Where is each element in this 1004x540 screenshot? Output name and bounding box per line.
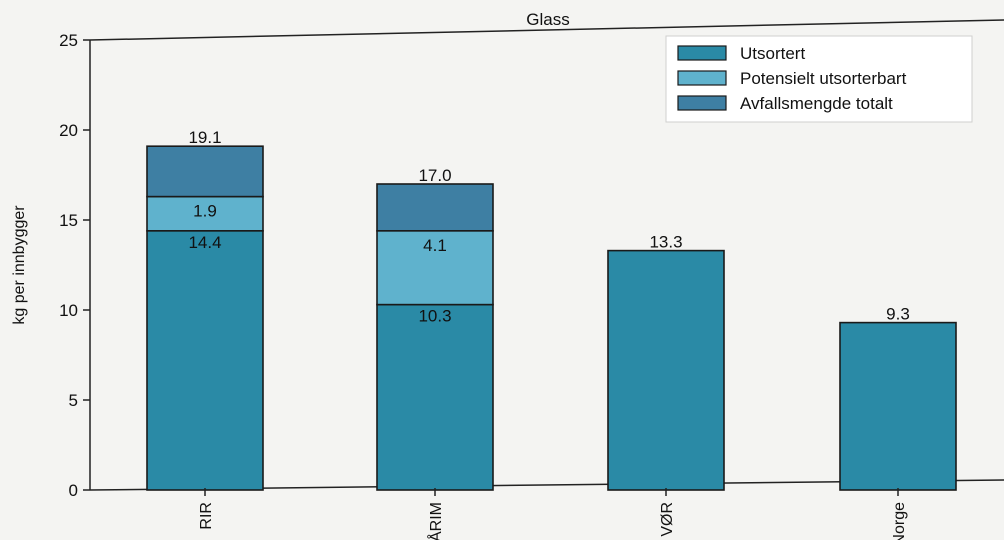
legend-swatch — [677, 70, 727, 86]
legend-swatch — [677, 95, 727, 111]
y-tick-label: 0 — [69, 481, 78, 500]
segment-label: 14.4 — [188, 233, 221, 252]
total-label: 17.0 — [418, 166, 451, 185]
bar-segment — [376, 303, 494, 491]
legend-label: Avfallsmengde totalt — [740, 94, 893, 113]
segment-label: 1.9 — [193, 202, 217, 221]
y-tick-label: 5 — [69, 391, 78, 410]
bar-segment — [839, 321, 957, 491]
bar-segment — [146, 230, 264, 491]
legend-swatch — [677, 45, 727, 61]
y-tick-label: 10 — [59, 301, 78, 320]
total-label: 9.3 — [886, 305, 910, 324]
legend-label: Potensielt utsorterbart — [740, 69, 907, 88]
bar-segment — [607, 249, 725, 491]
bar-segment — [146, 145, 264, 198]
chart-title: Glass — [526, 10, 569, 29]
y-tick-label: 20 — [59, 121, 78, 140]
y-axis-label: kg per innbygger — [11, 205, 28, 325]
legend-label: Utsortert — [740, 44, 805, 63]
bar-segment — [376, 230, 494, 306]
y-tick-label: 25 — [59, 31, 78, 50]
y-tick-label: 15 — [59, 211, 78, 230]
segment-label: 4.1 — [423, 236, 447, 255]
x-tick-label: Norge — [891, 502, 908, 540]
segment-label: 10.3 — [418, 307, 451, 326]
x-tick-label: RIR — [198, 502, 215, 530]
x-tick-label: VØR — [659, 502, 676, 537]
x-tick-label: ÅRIM — [426, 502, 445, 540]
total-label: 19.1 — [188, 128, 221, 147]
bar-segment — [376, 183, 494, 232]
total-label: 13.3 — [649, 233, 682, 252]
top-frame-line — [89, 19, 1004, 41]
